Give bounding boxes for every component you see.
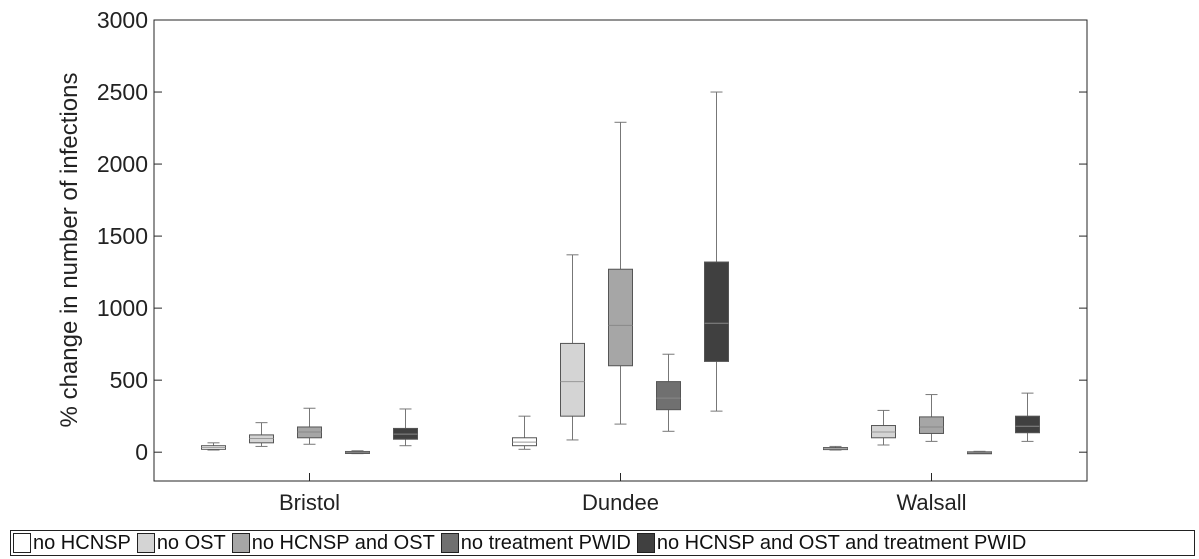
- legend-label: no HCNSP: [33, 531, 131, 554]
- iqr-box: [608, 268, 633, 367]
- axes: [153, 19, 1088, 482]
- box-walsall-no-hcnsp-and-ost-and-treatment-pwid: [1015, 392, 1040, 442]
- iqr-box: [919, 416, 944, 434]
- legend-item: no OST: [135, 532, 226, 555]
- box-bristol-no-hcnsp: [201, 442, 226, 451]
- legend-swatch: [13, 533, 31, 553]
- y-tick-label: 1500: [97, 223, 148, 249]
- legend-label: no HCNSP and OST and treatment PWID: [656, 531, 1027, 554]
- legend-label: no OST: [156, 531, 226, 554]
- legend-swatch: [136, 533, 155, 553]
- iqr-box: [704, 261, 729, 362]
- legend-item: no HCNSP and OST and treatment PWID: [635, 532, 1026, 555]
- box-bristol-no-hcnsp-and-ost: [297, 407, 322, 445]
- legend-label: no treatment PWID: [460, 531, 631, 554]
- y-tick-label: 2000: [97, 151, 148, 177]
- y-axis-label: % change in number of infections: [56, 73, 83, 428]
- legend-swatch: [636, 533, 655, 553]
- box-walsall-no-hcnsp-and-ost: [919, 394, 944, 442]
- tick-labels: 0 500 1000 1500 2000 2500 3000 Bristol Dundee Wal…: [97, 7, 967, 515]
- legend-swatch: [440, 533, 459, 553]
- y-tick-label: 3000: [97, 7, 148, 33]
- x-tick-label: Dundee: [582, 490, 659, 515]
- y-tick-label: 1000: [97, 295, 148, 321]
- y-tick-label: 2500: [97, 79, 148, 105]
- y-tick-label: 0: [135, 439, 148, 465]
- iqr-box: [656, 381, 681, 411]
- box-dundee-no-hcnsp-and-ost: [608, 121, 633, 425]
- box-plot-chart: 0 500 1000 1500 2000 2500 3000 Bristol Dundee Wal…: [56, 7, 1088, 515]
- iqr-box: [560, 342, 585, 417]
- x-tick-label: Walsall: [896, 490, 966, 515]
- iqr-box: [1015, 415, 1040, 434]
- legend-swatch: [231, 533, 250, 553]
- box-bristol-no-ost: [249, 422, 274, 447]
- legend: no HCNSP no OST no HCNSP and OST no treatme…: [10, 530, 1195, 556]
- box-dundee-no-treatment-pwid: [656, 353, 681, 432]
- legend-item: no HCNSP and OST: [230, 532, 435, 555]
- box-dundee-no-ost: [560, 254, 585, 441]
- box-bristol-no-treatment-pwid: [345, 450, 370, 455]
- legend-item: no treatment PWID: [439, 532, 631, 555]
- legend-item: no HCNSP: [11, 532, 131, 555]
- box-dundee-no-hcnsp: [512, 415, 537, 450]
- box-walsall-no-ost: [871, 409, 896, 446]
- box-walsall-no-hcnsp: [823, 445, 848, 451]
- box-bristol-no-hcnsp-and-ost-and-treatment-pwid: [393, 408, 418, 447]
- box-walsall-no-treatment-pwid: [967, 450, 992, 455]
- box-plots: [201, 91, 1040, 455]
- y-tick-label: 500: [110, 367, 148, 393]
- box-dundee-no-hcnsp-and-ost-and-treatment-pwid: [704, 91, 729, 412]
- x-tick-label: Bristol: [279, 490, 340, 515]
- legend-label: no HCNSP and OST: [251, 531, 435, 554]
